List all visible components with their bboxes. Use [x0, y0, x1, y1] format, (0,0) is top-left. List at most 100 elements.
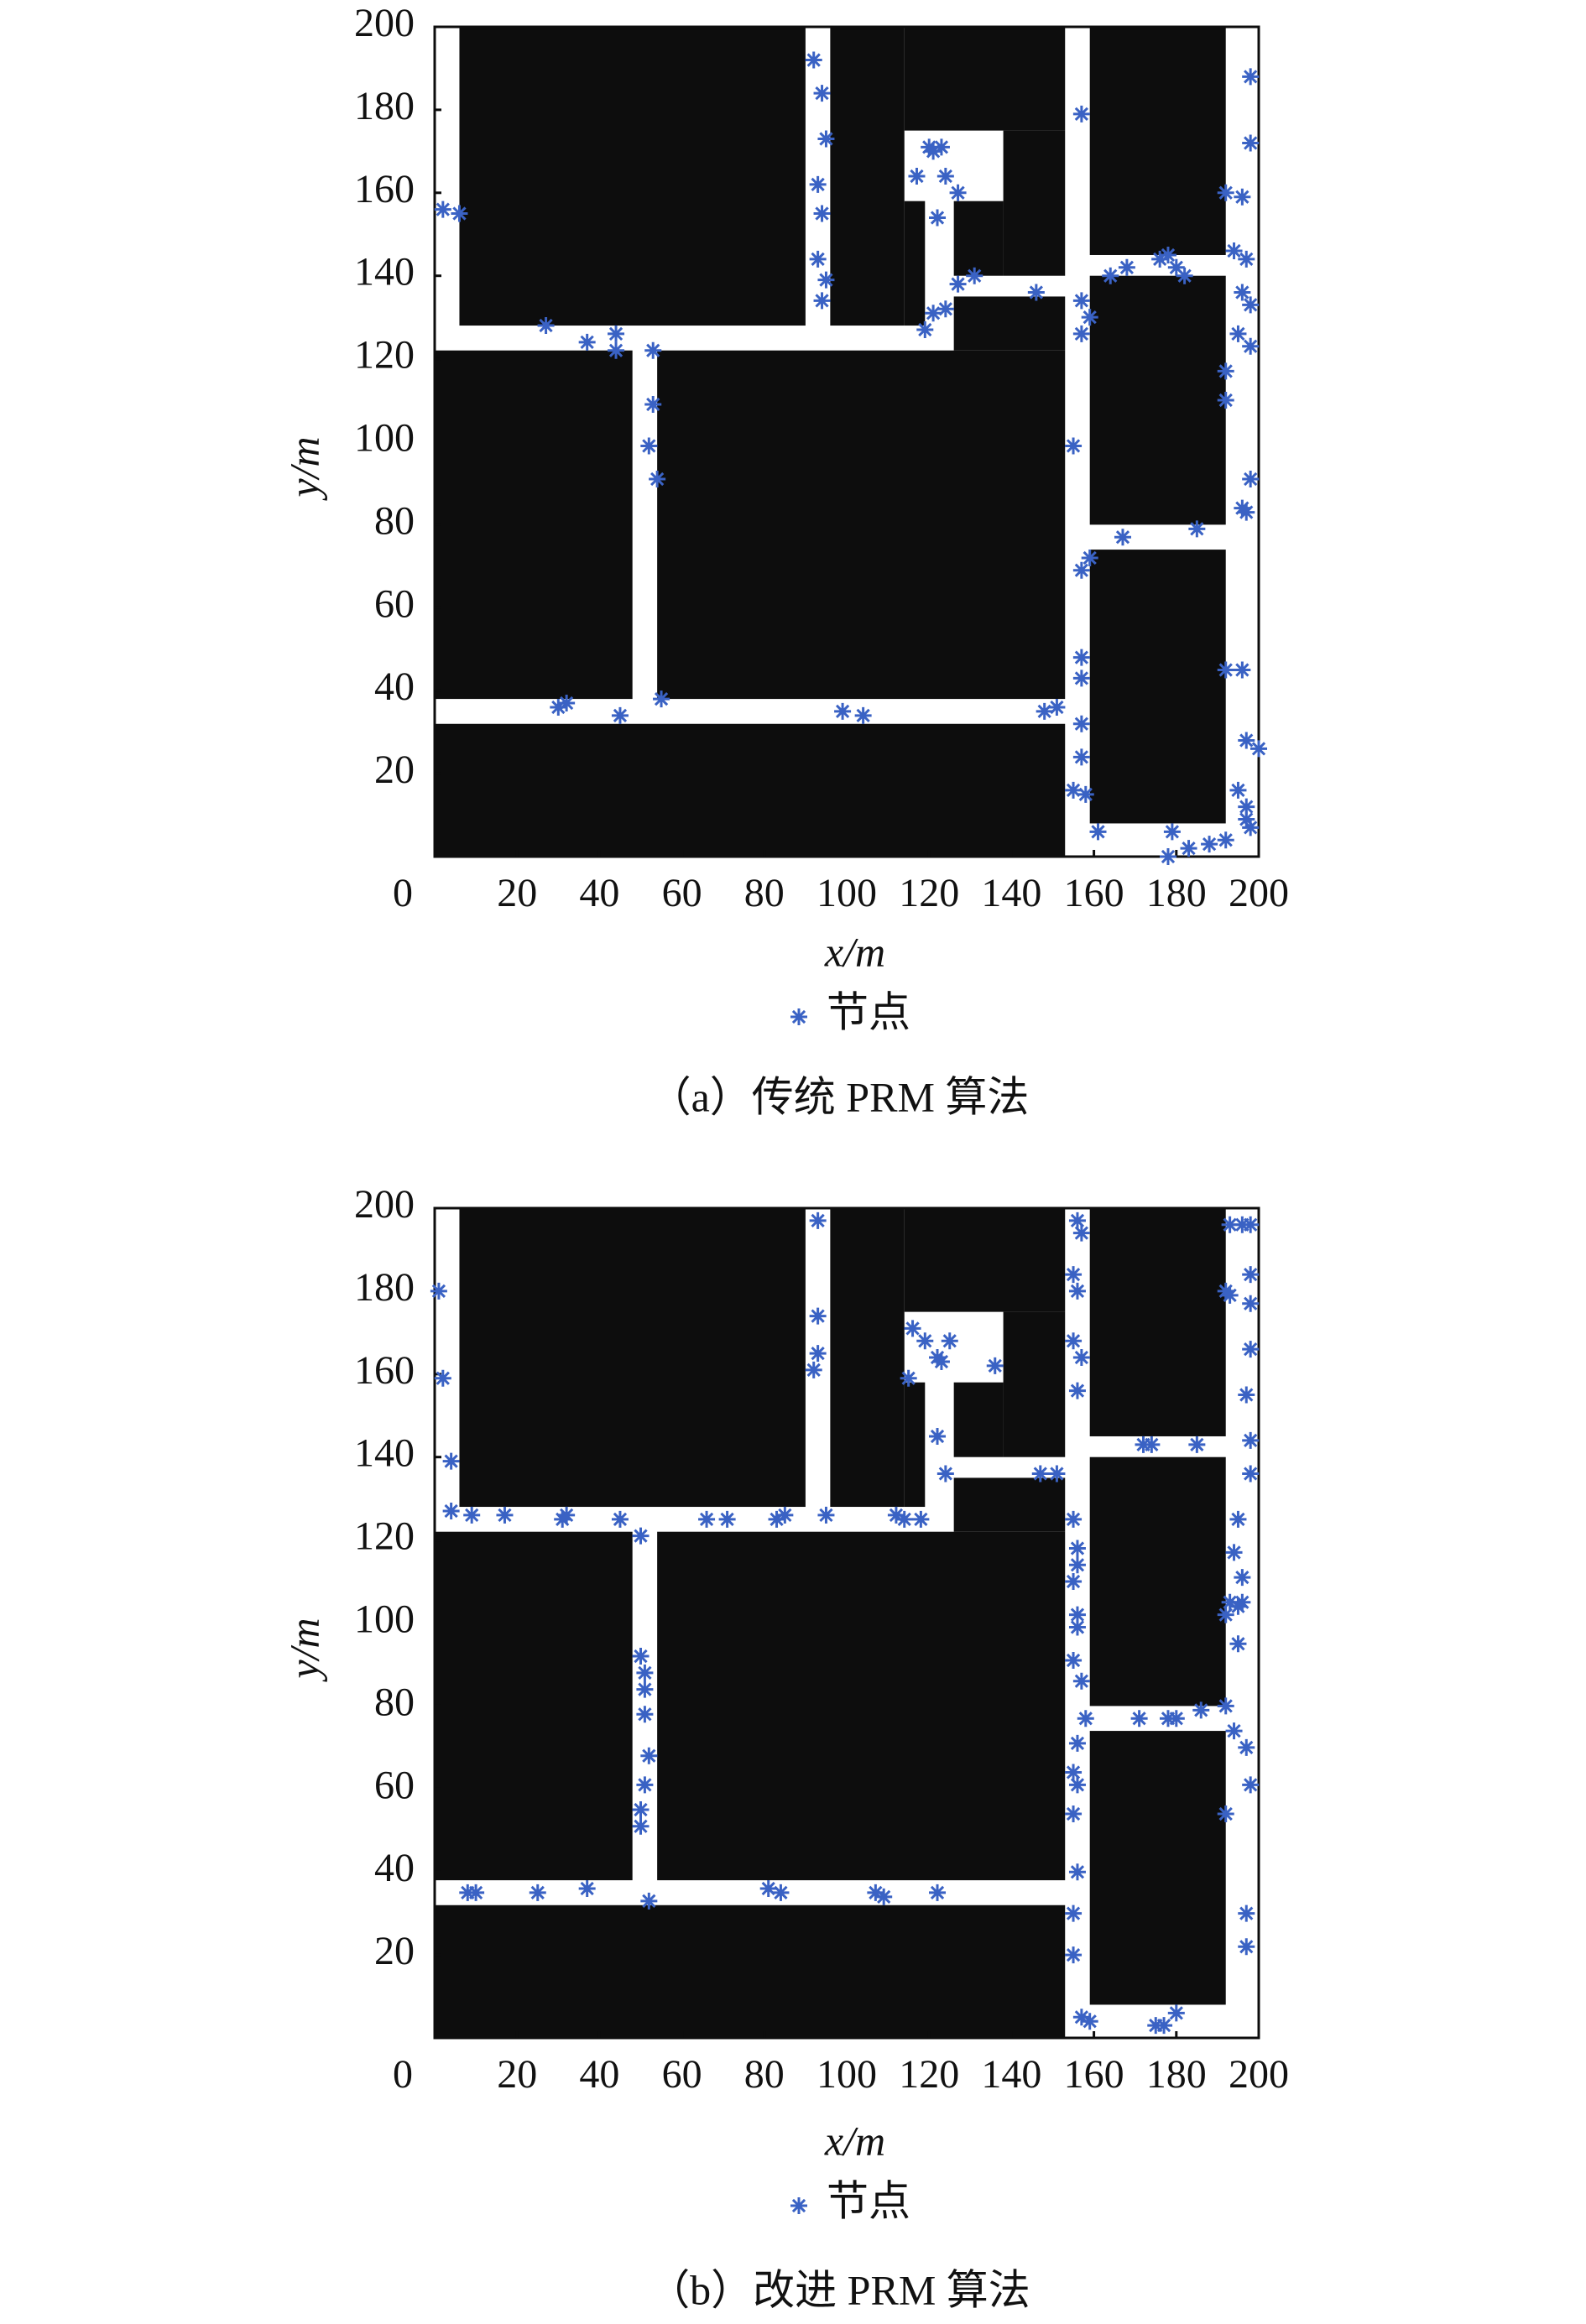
y-tick-label: 200 [354, 1182, 415, 1227]
node-marker [640, 437, 658, 455]
node-marker [908, 168, 926, 185]
node-marker [632, 1801, 650, 1819]
node-marker [1176, 267, 1193, 284]
x-tick-label: 160 [1064, 2052, 1124, 2097]
obstacle [953, 1382, 1004, 1457]
node-marker [1242, 819, 1260, 836]
node-marker [875, 1888, 893, 1905]
x-tick-label: 120 [899, 2052, 959, 2097]
node-marker [932, 1352, 950, 1370]
y-tick-label: 120 [354, 1514, 415, 1559]
x-tick-label: 140 [981, 871, 1041, 915]
node-marker [929, 1427, 947, 1445]
x-axis-label: x/m [824, 2117, 885, 2164]
node-marker [463, 1506, 481, 1524]
node-marker [768, 1510, 785, 1528]
obstacle [953, 201, 1004, 276]
node-marker [887, 1506, 905, 1524]
x-tick-label: 60 [662, 871, 702, 915]
node-marker [1068, 1540, 1086, 1557]
node-marker [912, 1510, 930, 1528]
node-marker [636, 1706, 654, 1723]
node-marker [529, 1884, 546, 1901]
node-marker [550, 698, 567, 716]
y-tick-label: 40 [374, 1846, 415, 1890]
obstacle [435, 1905, 1066, 2038]
node-marker [1229, 1510, 1247, 1528]
node-marker [1242, 1465, 1260, 1482]
legend-marker [790, 2197, 807, 2214]
node-marker [467, 1884, 485, 1901]
node-marker [1238, 1386, 1255, 1404]
node-marker [1072, 325, 1090, 342]
node-marker [949, 184, 967, 201]
node-marker [809, 175, 827, 193]
y-tick-label: 140 [354, 250, 415, 294]
y-tick-label: 200 [354, 1, 415, 45]
node-marker [1065, 1332, 1083, 1350]
node-marker [1234, 1569, 1251, 1587]
node-marker [854, 706, 872, 724]
node-marker [1217, 1606, 1234, 1623]
node-marker [1242, 296, 1260, 314]
node-marker [1167, 2004, 1185, 2022]
node-marker [1234, 661, 1251, 679]
node-marker [1072, 2009, 1090, 2026]
node-marker [611, 706, 629, 724]
node-marker [1217, 661, 1234, 679]
x-tick-label: 0 [393, 2052, 413, 2097]
node-marker [1217, 831, 1234, 849]
node-marker [434, 201, 451, 218]
x-tick-label: 140 [981, 2052, 1041, 2097]
node-marker [1242, 1431, 1260, 1449]
node-marker [1072, 105, 1090, 122]
node-marker [1089, 823, 1107, 841]
node-marker [1065, 1764, 1083, 1781]
x-tick-label: 0 [393, 871, 413, 915]
node-marker [442, 1452, 460, 1470]
node-marker [1159, 246, 1176, 263]
node-marker [925, 143, 942, 160]
obstacle [657, 1531, 1066, 1881]
y-axis-label: y/m [280, 436, 327, 501]
node-marker [1234, 284, 1251, 301]
node-marker [809, 250, 827, 268]
y-tick-label: 20 [374, 748, 415, 792]
node-marker [636, 1680, 654, 1698]
node-marker [1072, 561, 1090, 579]
node-marker [1229, 325, 1247, 342]
node-marker [1242, 471, 1260, 488]
node-marker [809, 1307, 827, 1325]
node-marker [611, 1510, 629, 1528]
node-marker [936, 168, 954, 185]
node-marker [1068, 1382, 1086, 1399]
node-marker [640, 1892, 658, 1910]
obstacle [830, 1208, 905, 1508]
node-marker [1225, 1722, 1243, 1740]
node-marker [1068, 1618, 1086, 1636]
y-tick-label: 60 [374, 581, 415, 626]
obstacle [435, 723, 1066, 857]
node-marker [1188, 1436, 1206, 1453]
node-marker [916, 320, 934, 338]
y-tick-label: 100 [354, 1597, 415, 1642]
node-marker [1081, 549, 1098, 566]
node-marker [817, 1506, 835, 1524]
node-marker [1072, 649, 1090, 666]
obstacle [1089, 550, 1226, 824]
node-marker [813, 85, 831, 102]
obstacle [904, 201, 926, 326]
node-marker [1242, 1216, 1260, 1233]
node-marker [929, 209, 947, 227]
node-marker [1221, 1216, 1239, 1233]
node-marker [813, 292, 831, 310]
node-marker [1238, 250, 1255, 268]
node-marker [1238, 798, 1255, 815]
node-marker [1192, 1701, 1210, 1719]
node-marker [636, 1776, 654, 1794]
node-marker [936, 300, 954, 318]
x-tick-label: 100 [816, 2052, 877, 2097]
node-marker [834, 702, 852, 720]
node-marker [1167, 258, 1185, 276]
obstacle [435, 350, 633, 700]
